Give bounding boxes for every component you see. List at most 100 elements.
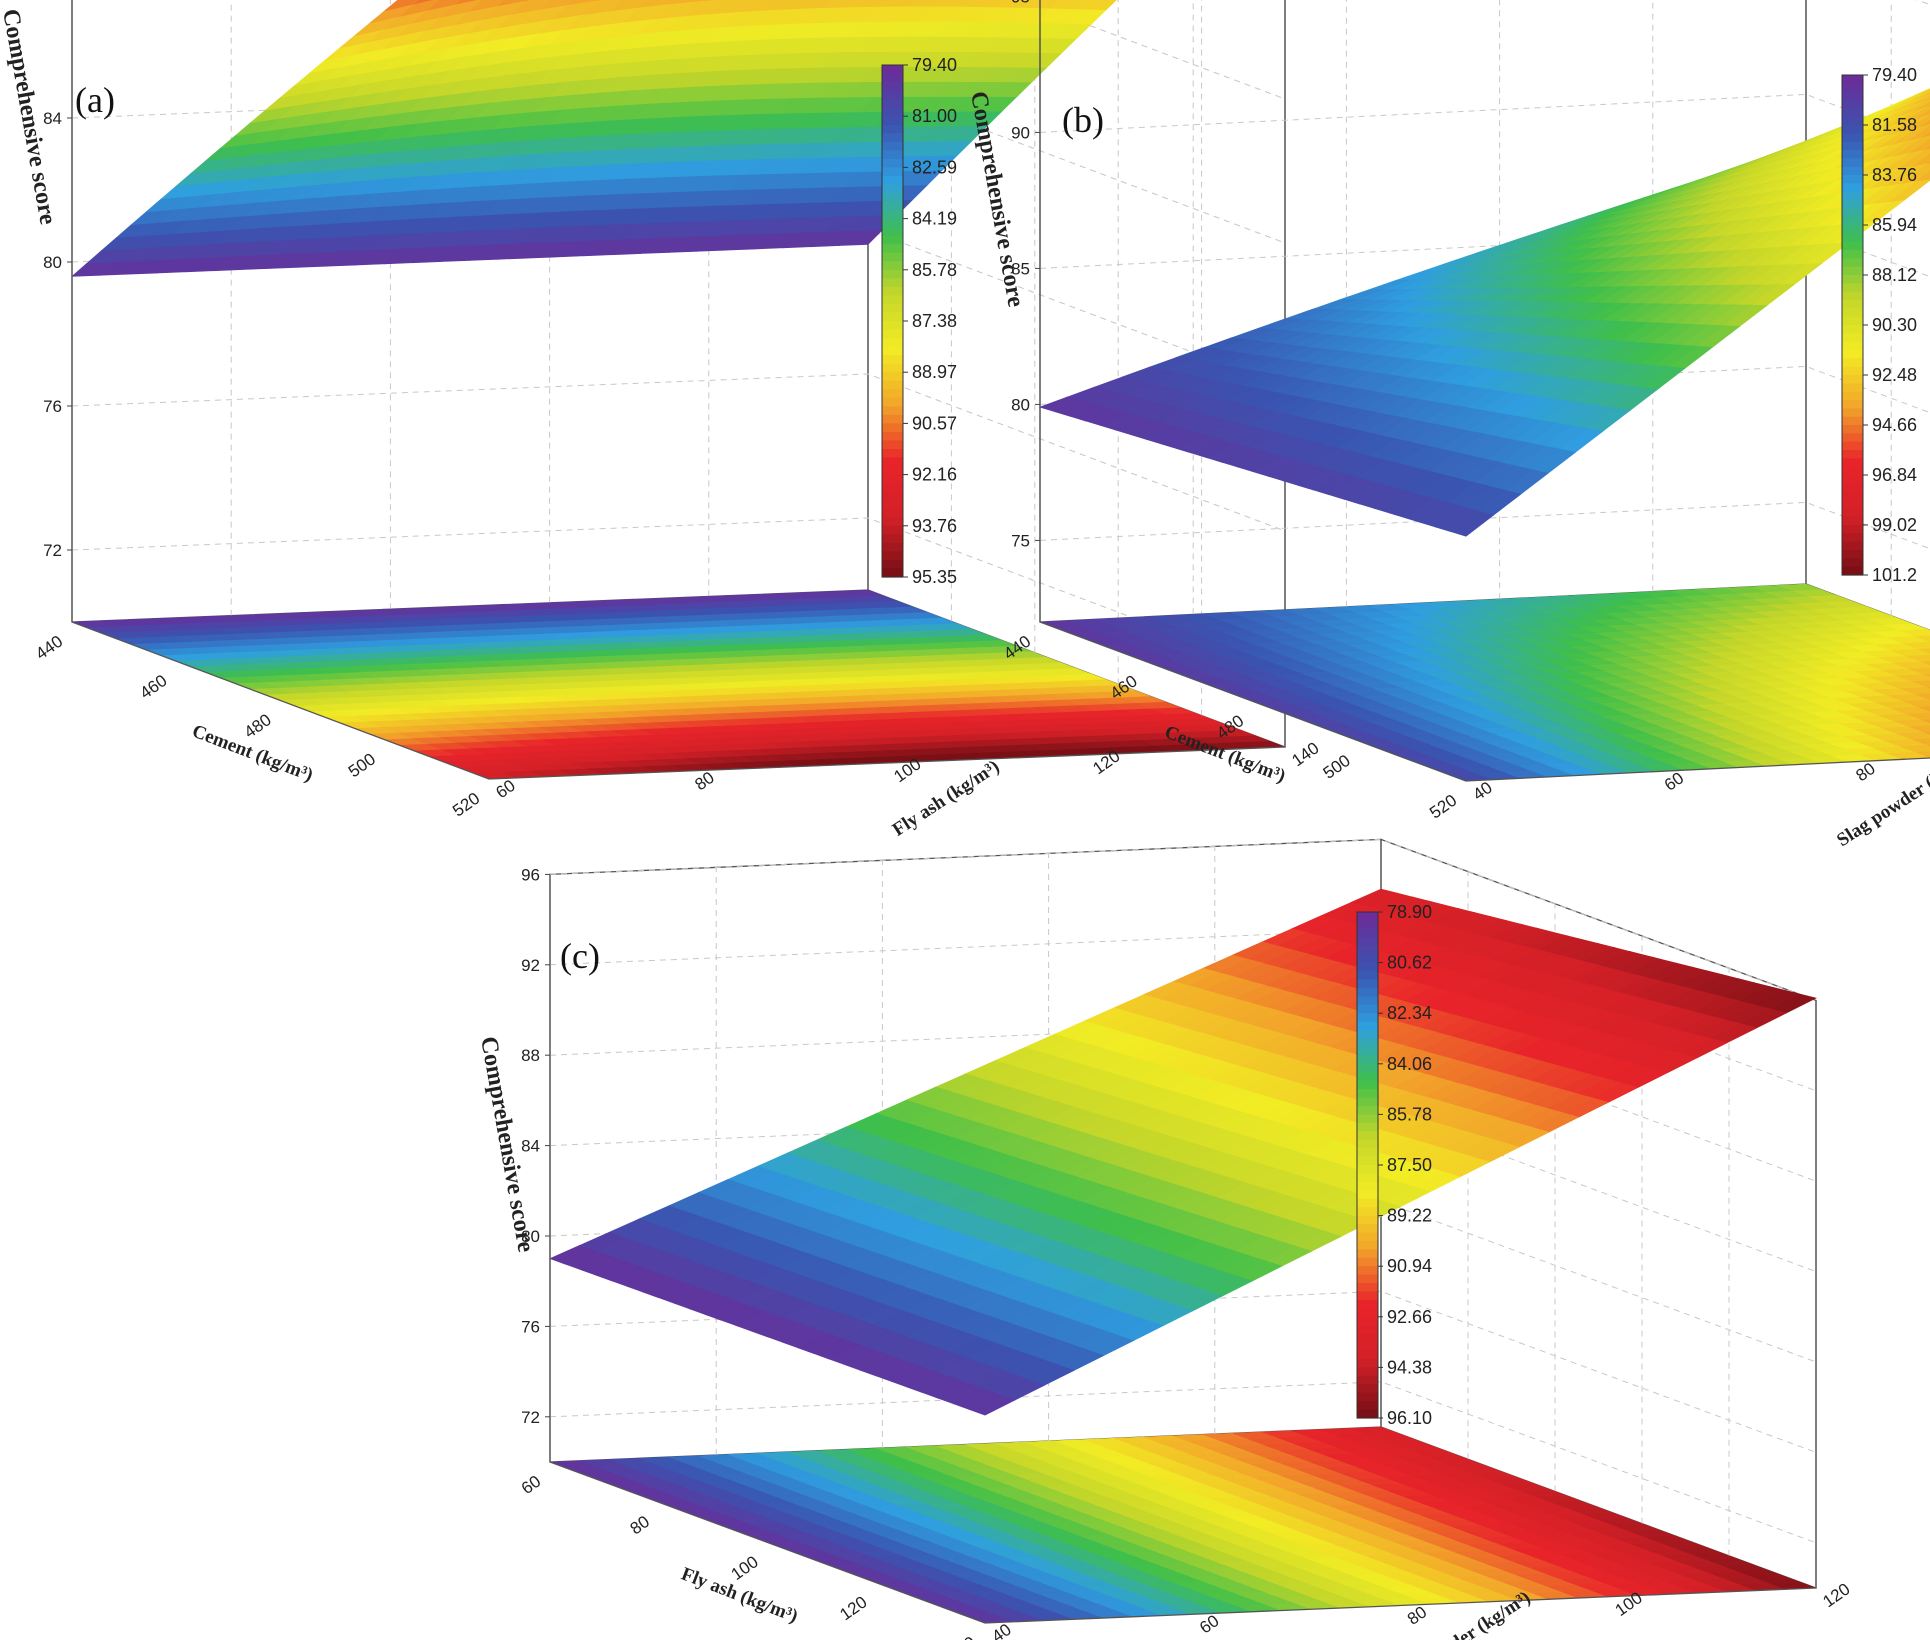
colorbar-swatch: [882, 167, 903, 177]
colorbar-swatch: [882, 269, 903, 279]
colorbar-swatch: [1842, 458, 1863, 468]
colorbar-swatch: [1842, 133, 1863, 143]
colorbar-swatch: [1842, 408, 1863, 418]
colorbar-swatch: [1842, 241, 1863, 251]
colorbar-swatch: [1842, 283, 1863, 293]
colorbar-swatch: [882, 184, 903, 194]
colorbar: 79.40 81.00 82.59 84.19 85.78 87.38 88.97 90.57…: [881, 55, 957, 587]
colorbar-swatch: [882, 295, 903, 305]
z-gridline: [71, 373, 1286, 532]
surface-cell: [1927, 105, 1930, 108]
z-gridline: [549, 1381, 1817, 1544]
z-tick-label: 95: [1011, 0, 1030, 6]
surface-cell: [934, 0, 972, 7]
surface-cell: [1921, 132, 1930, 139]
colorbar-swatch: [882, 90, 903, 100]
floor-cell: [1903, 699, 1930, 708]
surface-cell: [963, 0, 1000, 8]
colorbar-label: 79.40: [912, 55, 957, 75]
colorbar-label: 88.97: [912, 362, 957, 382]
y-tick-label: 140: [1288, 738, 1322, 770]
colorbar-swatch: [1842, 75, 1863, 84]
colorbar-swatch: [882, 201, 903, 211]
colorbar-label: 79.40: [1872, 65, 1917, 85]
floor-cell: [1918, 706, 1930, 712]
floor-cell: [1909, 667, 1930, 675]
x-tick-label: 520: [1426, 791, 1460, 823]
colorbar-swatch: [1842, 450, 1863, 459]
colorbar-swatch: [882, 252, 903, 262]
z-gridline: [1020, 0, 1286, 100]
colorbar-label: 92.48: [1872, 365, 1917, 385]
floor-cell: [1915, 693, 1930, 701]
floor-contour-map: [1039, 583, 1930, 782]
chart-panel: 727680848892966080100120140406080100120F…: [475, 838, 1854, 1640]
colorbar-swatch: [1842, 166, 1863, 176]
axis-frame-edge: [71, 621, 490, 780]
colorbar-swatch: [882, 551, 903, 561]
surface-cell: [636, 0, 672, 8]
floor-cell: [1906, 654, 1930, 663]
z-gridline: [549, 929, 1817, 1092]
colorbar-swatch: [1842, 225, 1863, 234]
colorbar-swatch: [882, 380, 903, 390]
colorbar-swatch: [882, 338, 903, 348]
surface-cell: [792, 0, 830, 10]
colorbar-swatch: [882, 158, 903, 168]
floor-cell: [1915, 751, 1930, 758]
surface-cell: [878, 0, 914, 7]
colorbar-swatch: [1842, 466, 1863, 476]
colorbar-label: 101.2: [1872, 565, 1917, 585]
colorbar-swatch: [882, 312, 903, 322]
floor-cell: [1900, 687, 1930, 695]
colorbar-label: 93.76: [912, 516, 957, 536]
colorbar-label: 88.12: [1872, 265, 1917, 285]
surface-cell: [821, 0, 858, 9]
colorbar-swatch: [1842, 158, 1863, 168]
colorbar-swatch: [882, 474, 903, 484]
floor-cell: [1894, 719, 1930, 728]
colorbar-label: 90.30: [1872, 315, 1917, 335]
colorbar-label: 84.19: [912, 209, 957, 229]
surface-cell: [1921, 92, 1930, 98]
colorbar-swatch: [882, 491, 903, 501]
colorbar-swatch: [1842, 350, 1863, 359]
colorbar-swatch: [1842, 500, 1863, 509]
colorbar-swatch: [882, 116, 903, 126]
floor-cell: [1924, 731, 1930, 735]
colorbar-swatch: [1842, 483, 1863, 493]
colorbar-swatch: [1842, 508, 1863, 518]
y-tick-label: 80: [1852, 759, 1878, 785]
colorbar-swatch: [1842, 400, 1863, 409]
surface-cell: [1048, 0, 1088, 10]
colorbar-swatch: [1842, 266, 1863, 276]
floor-cell: [1888, 751, 1930, 760]
colorbar-swatch: [1842, 141, 1863, 151]
z-gridline: [1916, 0, 1930, 6]
colorbar-swatch: [1842, 291, 1863, 301]
colorbar-swatch: [1842, 200, 1863, 209]
colorbar-swatch: [1842, 333, 1863, 343]
colorbar-swatch: [882, 457, 903, 467]
colorbar-swatch: [1842, 258, 1863, 268]
colorbar-swatch: [1842, 191, 1863, 201]
colorbar-swatch: [882, 227, 903, 237]
colorbar-swatch: [882, 65, 903, 75]
back-wall-right: [1805, 0, 1930, 631]
colorbar-swatch: [1842, 108, 1863, 118]
z-gridline: [549, 1019, 1817, 1182]
axis-frame-edge: [1039, 621, 1467, 782]
colorbar-label: 82.59: [912, 157, 957, 177]
floor-contour-map: [71, 589, 1286, 780]
colorbar-swatch: [882, 542, 903, 552]
y-tick-label: 60: [492, 776, 518, 802]
colorbar-swatch: [882, 244, 903, 254]
colorbar-swatch: [1842, 216, 1863, 226]
colorbar-swatch: [1842, 208, 1863, 218]
z-gridline: [549, 838, 1817, 1001]
colorbar-swatch: [1842, 491, 1863, 501]
surface-cell: [849, 0, 886, 8]
surface-cell: [453, 0, 477, 5]
surface-cell: [412, 0, 433, 5]
